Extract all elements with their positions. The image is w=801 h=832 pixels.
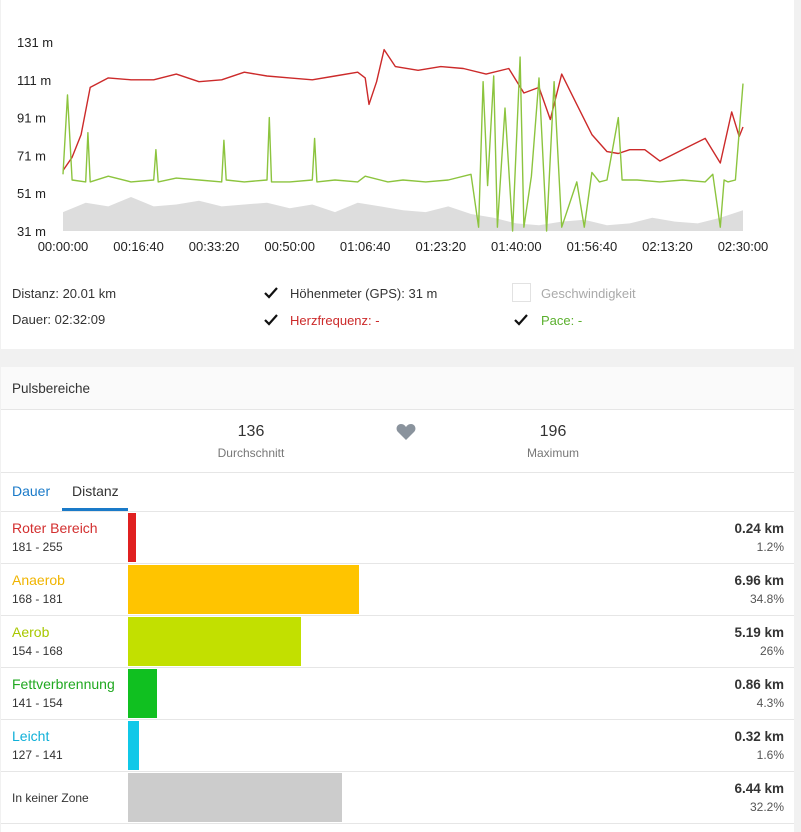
zone-value: 5.19 km	[734, 625, 784, 640]
x-tick-label: 01:56:40	[567, 239, 618, 254]
zone-name: Anaerob	[12, 572, 65, 588]
heart-rate-line-series	[62, 48, 744, 171]
zone-name: Leicht	[12, 728, 50, 744]
zone-bar	[128, 513, 136, 562]
speed-legend-label: Geschwindigkeit	[541, 286, 636, 301]
x-tick-label: 01:06:40	[340, 239, 391, 254]
heart-rate-legend-label: Herzfrequenz: -	[290, 313, 380, 328]
zone-percent: 1.6%	[756, 748, 784, 762]
zone-bar	[128, 669, 157, 718]
zones-tabs: Dauer Distanz	[1, 473, 794, 512]
x-tick-label: 00:33:20	[189, 239, 240, 254]
x-tick-label: 02:30:00	[718, 239, 769, 254]
y-tick-label: 31 m	[17, 224, 46, 239]
zone-range: 127 - 141	[12, 748, 63, 762]
elevation-checkbox[interactable]	[262, 284, 280, 302]
heart-icon	[396, 424, 416, 440]
elevation-legend-label: Höhenmeter (GPS): 31 m	[290, 286, 438, 301]
zone-row: Roter Bereich 181 - 255 0.24 km 1.2%	[1, 512, 794, 564]
zone-bar	[128, 773, 343, 822]
heart-rate-zones-card: Pulsbereiche 136 Durchschnitt 196 Maximu…	[1, 367, 794, 832]
zone-row: Fettverbrennung 141 - 154 0.86 km 4.3%	[1, 668, 794, 720]
maximum-label: Maximum	[526, 446, 579, 460]
zone-name: Roter Bereich	[12, 520, 98, 536]
pace-legend-label: Pace: -	[541, 313, 583, 328]
distance-stat: Distanz: 20.01 km	[12, 286, 117, 301]
y-tick-label: 131 m	[17, 35, 53, 50]
zone-bar	[128, 565, 360, 614]
active-tab-indicator	[62, 508, 128, 511]
checkmark-icon	[264, 287, 278, 299]
x-tick-label: 00:16:40	[113, 239, 164, 254]
zone-percent: 1.2%	[756, 540, 784, 554]
checkmark-icon	[264, 314, 278, 326]
zone-value: 6.96 km	[734, 573, 784, 588]
heart-rate-summary: 136 Durchschnitt 196 Maximum	[1, 410, 794, 473]
zone-value: 0.32 km	[734, 729, 784, 744]
x-tick-label: 00:50:00	[264, 239, 315, 254]
zone-range: 168 - 181	[12, 592, 63, 606]
checkmark-icon	[514, 314, 528, 326]
zone-row: Leicht 127 - 141 0.32 km 1.6%	[1, 720, 794, 772]
y-tick-label: 111 m	[17, 73, 51, 88]
zone-value: 6.44 km	[734, 781, 784, 796]
x-tick-label: 01:23:20	[415, 239, 466, 254]
y-tick-label: 91 m	[17, 111, 46, 126]
zone-name: Aerob	[12, 624, 50, 640]
average-heart-rate: 136	[237, 423, 265, 440]
zones-title: Pulsbereiche	[12, 381, 91, 396]
zone-percent: 32.2%	[749, 800, 784, 814]
zone-range: 154 - 168	[12, 644, 63, 658]
zone-value: 0.24 km	[734, 521, 784, 536]
average-label: Durchschnitt	[217, 446, 285, 460]
zone-percent: 26%	[759, 644, 784, 658]
zone-name: In keiner Zone	[12, 791, 89, 805]
heart-rate-checkbox[interactable]	[262, 311, 280, 329]
tab-dauer[interactable]: Dauer	[12, 483, 51, 499]
zone-range: 141 - 154	[12, 696, 63, 710]
x-tick-label: 00:00:00	[38, 239, 89, 254]
speed-checkbox[interactable]	[512, 283, 531, 302]
zone-percent: 34.8%	[749, 592, 784, 606]
tab-distanz[interactable]: Distanz	[72, 483, 119, 499]
zone-row: In keiner Zone 6.44 km 32.2%	[1, 772, 794, 824]
zone-range: 181 - 255	[12, 540, 63, 554]
zones-header: Pulsbereiche	[1, 367, 794, 410]
zone-percent: 4.3%	[756, 696, 784, 710]
pace-checkbox[interactable]	[512, 311, 530, 329]
zone-bar	[128, 721, 139, 770]
duration-stat: Dauer: 02:32:09	[12, 312, 106, 327]
zone-bar	[128, 617, 301, 666]
elevation-area-series	[63, 197, 743, 231]
x-tick-label: 01:40:00	[491, 239, 542, 254]
x-tick-label: 02:13:20	[642, 239, 693, 254]
pace-line-series	[62, 56, 744, 232]
maximum-heart-rate: 196	[539, 423, 567, 440]
y-tick-label: 71 m	[17, 148, 46, 163]
activity-chart-card: 131 m 111 m 91 m 71 m 51 m 31 m 00:00:00 00:16:…	[1, 0, 794, 349]
y-tick-label: 51 m	[17, 186, 46, 201]
activity-chart: 131 m 111 m 91 m 71 m 51 m 31 m00:00:00 00:16:…	[17, 35, 769, 254]
zone-name: Fettverbrennung	[12, 676, 115, 692]
zone-row: Anaerob 168 - 181 6.96 km 34.8%	[1, 564, 794, 616]
zone-row: Aerob 154 - 168 5.19 km 26%	[1, 616, 794, 668]
zone-value: 0.86 km	[734, 677, 784, 692]
